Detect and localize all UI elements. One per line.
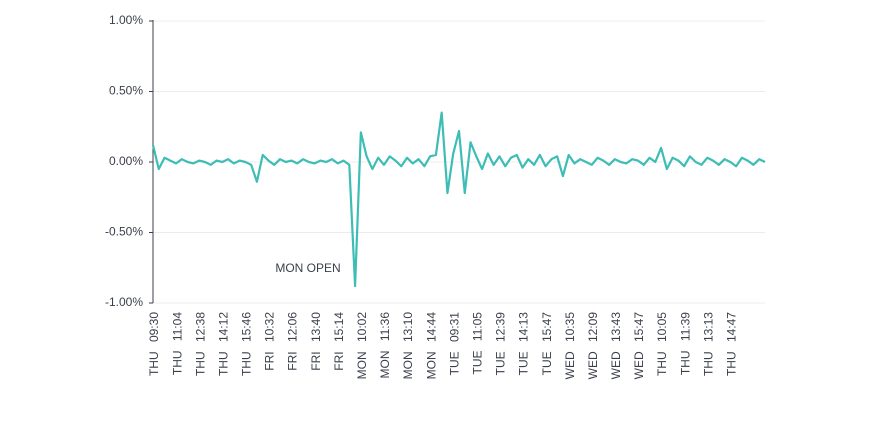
x-tick-label: FRI 10:32 xyxy=(263,312,277,371)
x-tick-label: TUE 15:47 xyxy=(540,312,554,376)
x-tick-label: FRI 15:14 xyxy=(332,312,346,371)
y-tick-label: 1.00% xyxy=(109,13,143,27)
x-tick-label: THU 14:47 xyxy=(725,312,739,376)
x-tick-label: TUE 11:05 xyxy=(470,312,484,375)
x-tick-label: WED 12:09 xyxy=(586,312,600,380)
x-tick-label: MON 11:36 xyxy=(378,312,392,379)
x-tick-label: THU 15:46 xyxy=(240,312,254,376)
x-tick-label: WED 10:35 xyxy=(563,312,577,380)
x-tick-label: MON 10:02 xyxy=(355,312,369,380)
x-tick-label: THU 14:12 xyxy=(216,312,230,376)
x-tick-label: WED 15:47 xyxy=(632,312,646,380)
x-tick-label: FRI 12:06 xyxy=(286,312,300,371)
x-tick-label: TUE 09:31 xyxy=(447,312,461,376)
y-tick-label: 0.00% xyxy=(109,154,143,168)
x-tick-label: TUE 12:39 xyxy=(494,312,508,376)
x-tick-label: FRI 13:40 xyxy=(309,312,323,371)
y-tick-label: 0.50% xyxy=(109,84,143,98)
x-tick-label: THU 13:13 xyxy=(701,312,715,376)
data-line xyxy=(151,111,766,288)
annotation: MON OPEN xyxy=(275,261,340,275)
x-tick-label: WED 13:43 xyxy=(609,312,623,380)
x-tick-label: THU 11:04 xyxy=(170,312,184,375)
x-tick-label: THU 09:30 xyxy=(147,312,161,376)
x-tick-label: MON 14:44 xyxy=(424,312,438,380)
x-tick-label: THU 10:05 xyxy=(655,312,669,376)
x-tick-label: THU 12:38 xyxy=(193,312,207,376)
y-tick-label: -0.50% xyxy=(105,225,143,239)
x-tick-label: THU 11:39 xyxy=(678,312,692,375)
y-tick-label: -1.00% xyxy=(105,295,143,309)
x-tick-label: MON 13:10 xyxy=(401,312,415,380)
x-tick-label: TUE 14:13 xyxy=(517,312,531,376)
